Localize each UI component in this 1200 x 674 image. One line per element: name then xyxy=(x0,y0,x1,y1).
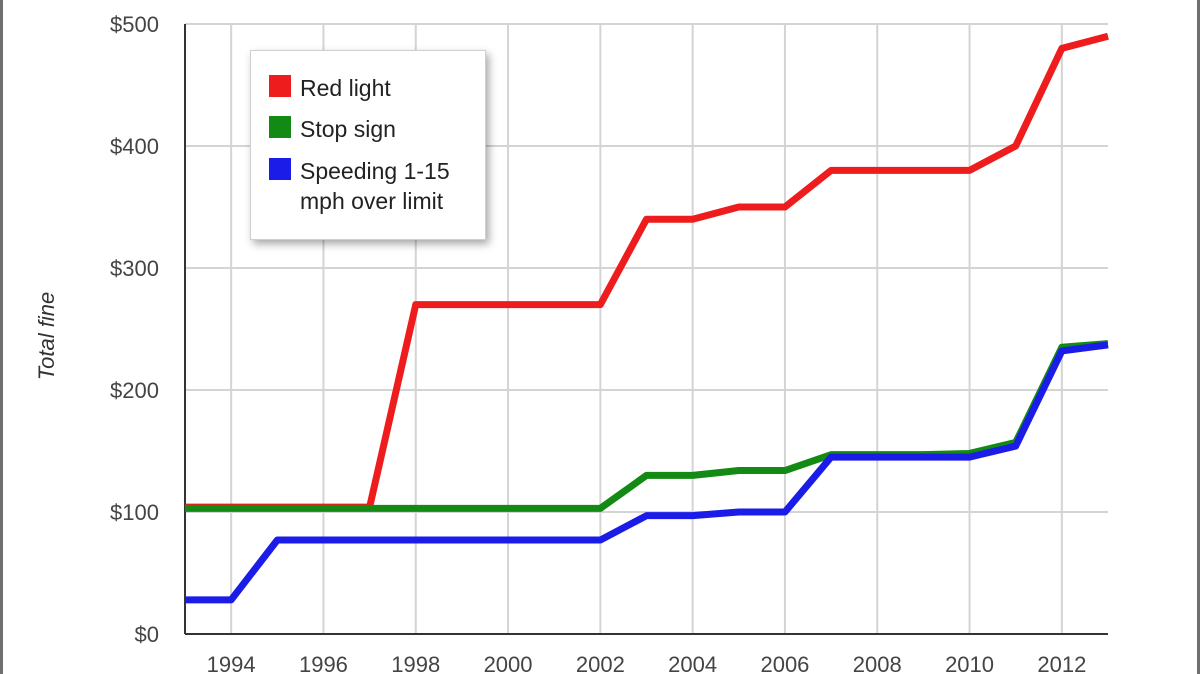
y-tick-label: $300 xyxy=(110,256,159,281)
y-tick-label: $400 xyxy=(110,134,159,159)
legend-label-speeding: Speeding 1-15 mph over limit xyxy=(300,158,450,214)
x-tick-label: 2000 xyxy=(484,652,533,674)
x-tick-label: 1998 xyxy=(391,652,440,674)
y-tick-label: $0 xyxy=(135,622,159,647)
y-tick-label: $500 xyxy=(110,12,159,37)
y-tick-label: $100 xyxy=(110,500,159,525)
y-axis-label: Total fine xyxy=(34,292,59,380)
y-tick-labels: $0 $100 $200 $300 $400 $500 xyxy=(110,12,159,647)
right-edge-shade xyxy=(1197,0,1200,674)
legend-item-red-light: Red light xyxy=(269,73,391,103)
vertical-gridlines xyxy=(230,24,1063,634)
x-tick-label: 2002 xyxy=(576,652,625,674)
series-line-3 xyxy=(185,341,1109,604)
legend-label-stop-sign: Stop sign xyxy=(300,116,396,142)
legend-label-red-light: Red light xyxy=(300,75,391,101)
x-tick-label: 1994 xyxy=(207,652,256,674)
series-lines xyxy=(185,32,1109,604)
legend-swatch-speeding xyxy=(269,158,291,180)
x-tick-label: 2010 xyxy=(945,652,994,674)
y-tick-label: $200 xyxy=(110,378,159,403)
legend-item-speeding: Speeding 1-15 mph over limit xyxy=(269,156,450,216)
x-tick-labels: 1994 1996 1998 2000 2002 2004 2006 2008 2010 2012 xyxy=(207,652,1087,674)
left-edge-shade xyxy=(0,0,3,674)
legend-swatch-red-light xyxy=(269,75,291,97)
chart-legend: Red light Stop sign Speeding 1-15 mph ov… xyxy=(250,50,486,240)
legend-item-stop-sign: Stop sign xyxy=(269,114,396,144)
x-tick-label: 1996 xyxy=(299,652,348,674)
x-tick-label: 2004 xyxy=(668,652,717,674)
x-tick-label: 2008 xyxy=(853,652,902,674)
x-tick-label: 2012 xyxy=(1037,652,1086,674)
axes xyxy=(184,24,1108,635)
legend-swatch-stop-sign xyxy=(269,116,291,138)
x-tick-label: 2006 xyxy=(760,652,809,674)
